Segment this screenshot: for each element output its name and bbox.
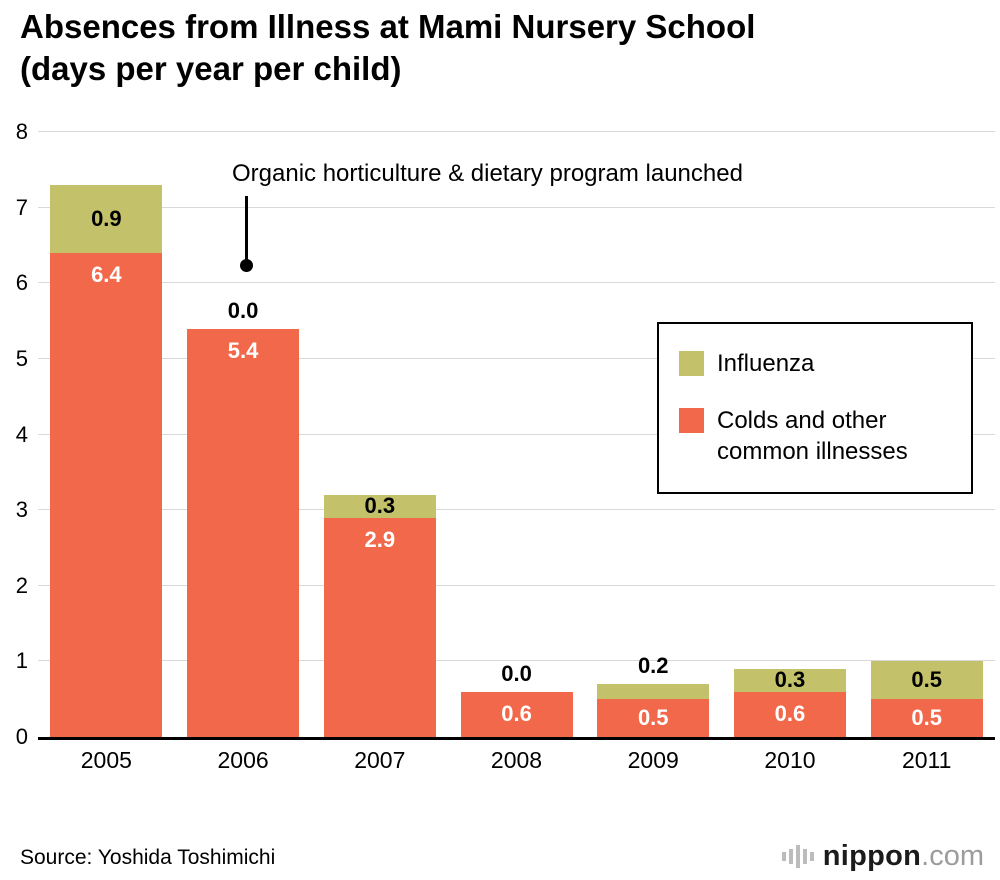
gridline-5 <box>38 357 995 359</box>
value-label-colds-2007: 2.9 <box>364 526 396 552</box>
gridline-8 <box>38 131 995 132</box>
bar-slot-2009: 0.5 0.2 <box>585 132 722 737</box>
bar-2011: 0.5 0.5 <box>870 661 983 737</box>
bar-segment-influenza-2005 <box>50 184 163 253</box>
legend-label-influenza: Influenza <box>717 350 815 377</box>
y-tick-label-4: 4 <box>15 421 28 447</box>
y-tick-label-3: 3 <box>15 497 28 523</box>
x-tick-label-2009: 2009 <box>627 747 679 773</box>
value-label-influenza-2011: 0.5 <box>911 667 942 693</box>
bar-segment-colds-2009 <box>597 699 710 737</box>
bar-2009: 0.5 0.2 <box>597 654 710 737</box>
x-tick-label-2006: 2006 <box>217 747 269 773</box>
bar-2010: 0.6 0.3 <box>733 667 846 737</box>
x-tick-label-2011: 2011 <box>901 747 952 773</box>
source-text: Source: Yoshida Toshimichi <box>20 846 276 869</box>
bar-2005: 6.4 0.9 <box>50 184 163 737</box>
legend-item-influenza: Influenza <box>679 348 951 379</box>
value-label-colds-2005: 6.4 <box>91 262 122 287</box>
value-label-influenza-2008: 0.0 <box>501 660 532 686</box>
bar-2007: 2.9 0.3 <box>323 493 436 737</box>
y-tick-label-6: 6 <box>15 270 28 296</box>
bar-segment-colds-2011 <box>870 699 983 737</box>
value-label-colds-2008: 0.6 <box>501 701 532 727</box>
gridline-7 <box>38 206 995 208</box>
value-label-influenza-2005: 0.9 <box>91 205 122 231</box>
bar-segment-colds-2006 <box>187 328 300 737</box>
bar-slot-2007: 2.9 0.3 <box>311 132 448 737</box>
bar-segment-colds-2008 <box>460 691 573 737</box>
y-tick-label-0: 0 <box>15 724 28 749</box>
y-axis: 0 1 2 3 4 5 6 7 8 <box>0 119 30 749</box>
bar-segment-colds-2007 <box>323 517 436 737</box>
colds-swatch <box>679 408 704 434</box>
logo-tld: .com <box>921 840 984 872</box>
y-tick-label-5: 5 <box>15 345 28 371</box>
bar-2008: 0.6 0.0 <box>460 661 573 737</box>
y-tick-label-1: 1 <box>15 648 28 674</box>
value-label-colds-2010: 0.6 <box>774 701 806 727</box>
value-label-colds-2011: 0.5 <box>911 705 942 731</box>
annotation-text: Organic horticulture & dietary program l… <box>232 160 743 187</box>
bar-segment-colds-2005 <box>50 253 163 737</box>
x-tick-label-2005: 2005 <box>80 747 132 773</box>
annotation-pointer-dot <box>240 259 253 272</box>
gridline-3 <box>38 509 995 511</box>
gridline-1 <box>38 660 995 662</box>
gridline-2 <box>38 584 995 586</box>
bar-segment-influenza-2009 <box>597 684 710 700</box>
y-tick-label-8: 8 <box>15 119 28 144</box>
chart-title-line1: Absences from Illness at Mami Nursery Sc… <box>20 8 756 45</box>
bar-slot-2010: 0.6 0.3 <box>722 132 859 737</box>
gridline-4 <box>38 433 995 435</box>
x-axis: 2005 2006 2007 2008 2009 2010 2011 <box>38 747 995 774</box>
plot-area: 6.4 0.9 5.4 0.0 2.9 0.3 0.6 0.0 0.5 0.2 0.6 0.3 0.5 0… <box>38 131 995 740</box>
bar-segment-colds-2010 <box>733 691 846 737</box>
soundbars-icon <box>781 844 814 870</box>
chart-title-line2: (days per year per child) <box>20 49 402 87</box>
value-label-influenza-2007: 0.3 <box>364 493 396 519</box>
value-label-influenza-2010: 0.3 <box>774 667 806 693</box>
bar-segment-influenza-2007 <box>323 495 436 518</box>
x-tick-label-2007: 2007 <box>354 747 406 773</box>
legend: Influenza Colds and other common illness… <box>657 322 973 494</box>
value-label-influenza-2009: 0.2 <box>637 653 669 679</box>
bar-slot-2006: 5.4 0.0 <box>175 132 312 737</box>
influenza-swatch <box>679 351 704 376</box>
legend-label-colds: Colds and other common illnesses <box>717 407 908 466</box>
legend-item-colds: Colds and other common illnesses <box>679 405 951 467</box>
bar-slot-2008: 0.6 0.0 <box>448 132 585 737</box>
logo-wordmark: nippon.com <box>823 840 984 873</box>
bar-segment-influenza-2011 <box>870 661 983 700</box>
chart-title: Absences from Illness at Mami Nursery Sc… <box>20 6 950 90</box>
bar-segment-influenza-2010 <box>733 668 846 692</box>
x-tick-label-2010: 2010 <box>764 747 816 773</box>
bar-2006: 5.4 0.0 <box>187 298 300 737</box>
annotation-pointer-line <box>245 196 248 260</box>
bar-slot-2011: 0.5 0.5 <box>858 132 995 737</box>
y-tick-label-2: 2 <box>15 572 28 598</box>
x-tick-label-2008: 2008 <box>490 747 543 773</box>
nippon-logo: nippon.com <box>781 840 984 873</box>
value-label-colds-2009: 0.5 <box>637 705 669 731</box>
value-label-colds-2006: 5.4 <box>227 337 259 363</box>
value-label-influenza-2006: 0.0 <box>227 297 259 323</box>
gridline-6 <box>38 282 995 284</box>
bar-slot-2005: 6.4 0.9 <box>38 132 175 737</box>
y-tick-label-7: 7 <box>15 194 28 220</box>
logo-name: nippon <box>822 840 922 872</box>
